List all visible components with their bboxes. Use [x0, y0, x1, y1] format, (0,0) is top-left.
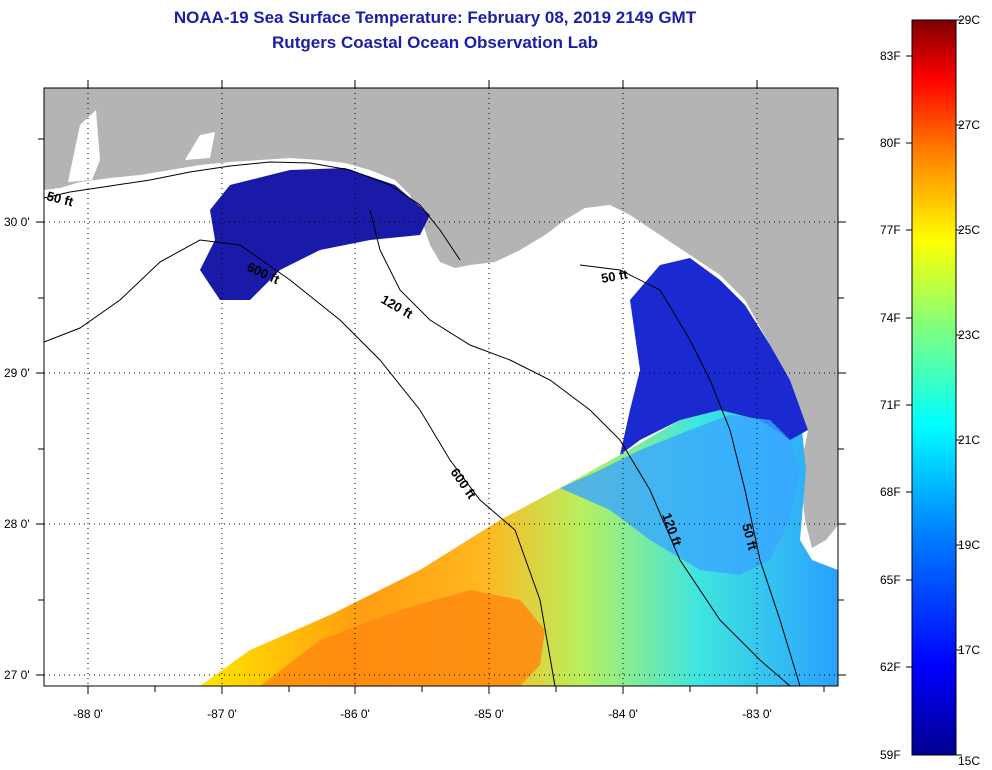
colorbar-f-label: 62F	[880, 660, 901, 674]
lon-tick-label: -85 0'	[474, 707, 504, 721]
sst-cold-water-east	[620, 258, 808, 455]
sst-cold-water-west	[200, 168, 430, 300]
colorbar-f-label: 68F	[880, 485, 901, 499]
contour-600ft	[44, 239, 556, 686]
colorbar-f-label: 71F	[880, 398, 901, 412]
lon-tick-label: -84 0'	[608, 707, 638, 721]
bay-central	[185, 132, 215, 160]
lat-tick-label: 30 0'	[4, 215, 30, 229]
colorbar-c-label: 29C	[958, 13, 980, 27]
colorbar-c-label: 21C	[958, 433, 980, 447]
bathymetry-contours	[44, 161, 801, 686]
lon-tick-label: -86 0'	[340, 707, 370, 721]
lat-tick-label: 29 0'	[4, 366, 30, 380]
contour-50ft-west	[44, 161, 461, 261]
lon-tick-label: -87 0'	[207, 707, 237, 721]
lat-tick-label: 27 0'	[4, 668, 30, 682]
contour-label: 50 ft	[45, 188, 75, 209]
lon-tick-label: -88 0'	[73, 707, 103, 721]
sst-warm-core	[260, 590, 545, 686]
contour-label: 50 ft	[600, 266, 630, 286]
colorbar-ticks	[906, 19, 962, 756]
colorbar-c-label: 25C	[958, 223, 980, 237]
colorbar-f-label: 59F	[880, 748, 901, 762]
lon-tick-label: -83 0'	[742, 707, 772, 721]
map-border	[43, 87, 839, 687]
colorbar-c-label: 19C	[958, 538, 980, 552]
contour-50ft-east	[579, 264, 801, 686]
map-title: NOAA-19 Sea Surface Temperature: Februar…	[173, 8, 697, 27]
colorbar-c-label: 27C	[958, 118, 980, 132]
land-area	[44, 88, 838, 548]
colorbar-c-label: 23C	[958, 328, 980, 342]
colorbar-c-label: 17C	[958, 643, 980, 657]
colorbar-f-label: 83F	[880, 49, 901, 63]
sst-cool-band	[560, 415, 800, 575]
colorbar	[911, 19, 957, 756]
colorbar-f-label: 65F	[880, 573, 901, 587]
axis-ticks	[36, 80, 846, 694]
contour-120ft	[369, 209, 791, 686]
colorbar-f-label: 77F	[880, 223, 901, 237]
map-subtitle: Rutgers Coastal Ocean Observation Lab	[272, 33, 598, 52]
bay-west	[68, 110, 100, 182]
colorbar-f-label: 80F	[880, 136, 901, 150]
lat-tick-label: 28 0'	[4, 517, 30, 531]
colorbar-f-label: 74F	[880, 311, 901, 325]
colorbar-c-label: 15C	[958, 754, 980, 768]
contour-label: 50 ft	[739, 522, 761, 552]
